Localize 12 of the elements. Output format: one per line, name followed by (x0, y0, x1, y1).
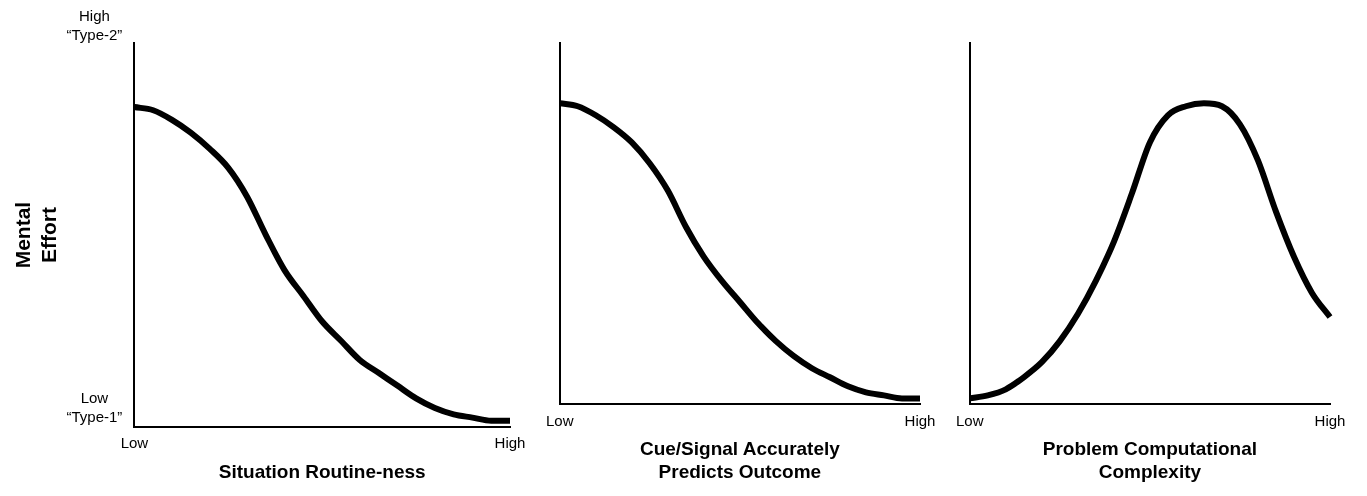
x-tick-label: Low (955, 411, 984, 429)
x-tick-label: High (494, 434, 526, 452)
text: High “Type-2” (66, 7, 123, 43)
y-axis-title: Mental Effort (11, 201, 60, 269)
x-tick-label: High (904, 411, 936, 429)
x-tick-label: Low (545, 411, 574, 429)
x-tick-label: Low (120, 434, 149, 452)
x-axis-title: Situation Routine-ness (218, 460, 426, 482)
x-axis-title: Cue/Signal Accurately Predicts Outcome (639, 438, 841, 482)
x-tick-label: High (1314, 411, 1346, 429)
x-axis-title: Problem Computational Complexity (1042, 438, 1258, 482)
text: Low “Type-1” (66, 389, 123, 426)
